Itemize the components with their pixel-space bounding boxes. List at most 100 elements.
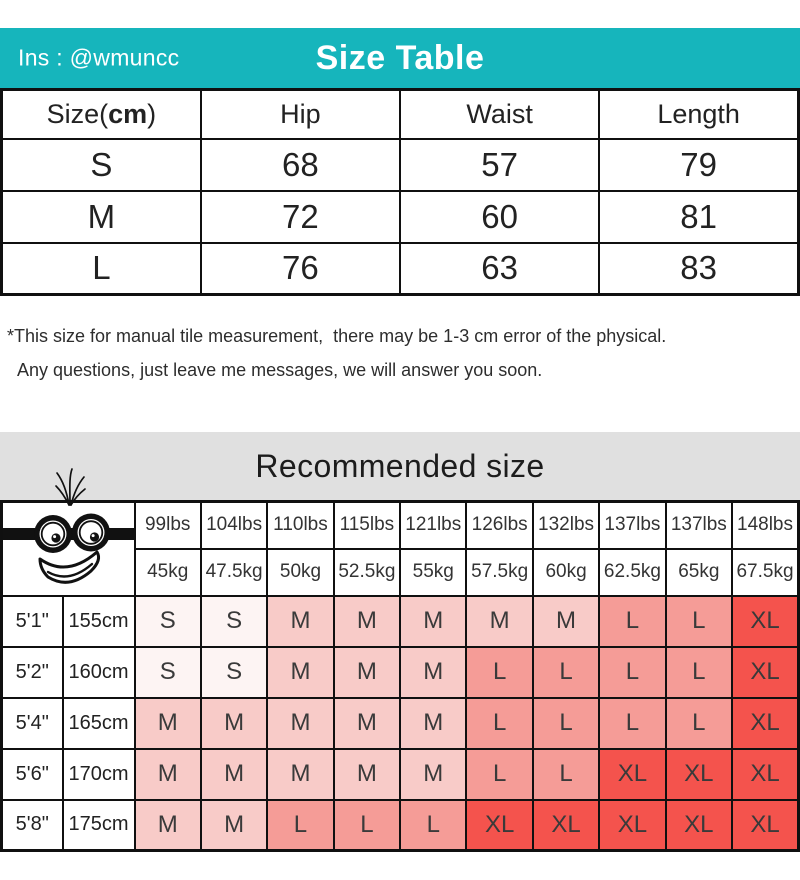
- size-cell: XL: [731, 645, 800, 699]
- minion-smile: [38, 550, 100, 584]
- page-title: Size Table: [315, 38, 485, 77]
- weight-lbs-cell: 137lbs: [664, 500, 734, 550]
- size-cell: L: [531, 645, 601, 699]
- weight-kg-cell: 65kg: [664, 547, 734, 597]
- weight-kg-cell: 60kg: [531, 547, 601, 597]
- size-cell: M: [399, 696, 468, 750]
- hip-value: 68: [199, 137, 402, 192]
- size-cell: M: [399, 645, 468, 699]
- weight-kg-cell: 45kg: [133, 547, 202, 597]
- waist-value: 63: [398, 241, 601, 296]
- weight-lbs-cell: 99lbs: [133, 500, 202, 550]
- weight-lbs-cell: 115lbs: [332, 500, 402, 550]
- waist-value: 60: [398, 189, 601, 244]
- weights-kg-row: 45kg 47.5kg 50kg 52.5kg 55kg 57.5kg 60kg 62.5kg…: [2, 547, 800, 597]
- size-value: M: [0, 189, 202, 244]
- instagram-handle: Ins : @wmuncc: [18, 44, 180, 71]
- recommended-row: 5'8" 175cm M M L L L XL XL XL XL XL: [0, 798, 800, 852]
- weight-lbs-cell: 121lbs: [399, 500, 468, 550]
- size-cell: L: [399, 798, 468, 852]
- height-feet-cell: 5'6": [0, 747, 64, 801]
- height-cm-cell: 155cm: [61, 594, 136, 648]
- size-cell: M: [199, 798, 269, 852]
- size-cell: M: [199, 696, 269, 750]
- size-cell: M: [332, 645, 402, 699]
- size-row-l: L 76 63 83: [0, 241, 800, 296]
- length-value: 81: [598, 189, 800, 244]
- length-value: 79: [598, 137, 800, 192]
- size-cell: M: [133, 798, 202, 852]
- weight-kg-cell: 62.5kg: [598, 547, 667, 597]
- size-row-s: S 68 57 79: [0, 137, 800, 192]
- size-cell: XL: [664, 798, 734, 852]
- weights-lbs-row: 99lbs 104lbs 110lbs 115lbs 121lbs 126lbs 132lb…: [0, 468, 800, 597]
- weight-lbs-cell: 132lbs: [531, 500, 601, 550]
- size-cell: S: [133, 594, 202, 648]
- height-cm-cell: 160cm: [61, 645, 136, 699]
- size-cell: L: [332, 798, 402, 852]
- size-table-header-row: Size(cm) Hip Waist Length: [0, 88, 800, 140]
- weight-kg-cell: 67.5kg: [731, 547, 800, 597]
- size-cell: M: [266, 645, 335, 699]
- size-cell: M: [531, 594, 601, 648]
- size-label-post: ): [147, 98, 157, 129]
- column-header-length: Length: [598, 88, 800, 140]
- size-cell: L: [664, 696, 734, 750]
- minion-goggles: [34, 513, 110, 553]
- notes: *This size for manual tile measurement, …: [7, 326, 666, 394]
- size-cell: M: [465, 594, 534, 648]
- minion-hair: [55, 468, 86, 506]
- size-cell: XL: [731, 798, 800, 852]
- hip-value: 72: [199, 189, 402, 244]
- size-cell: XL: [664, 747, 734, 801]
- size-cell: M: [266, 594, 335, 648]
- recommended-size-band: Recommended size: [0, 432, 800, 500]
- size-cell: L: [664, 594, 734, 648]
- weight-lbs-cell: 148lbs: [731, 500, 800, 550]
- hip-value: 76: [199, 241, 402, 296]
- size-label-pre: Size(: [46, 98, 109, 129]
- minion-face-icon: [3, 468, 136, 584]
- size-table: Size(cm) Hip Waist Length S 68 57 79 M 7…: [0, 88, 800, 296]
- height-cm-cell: 170cm: [61, 747, 136, 801]
- column-header-hip: Hip: [199, 88, 402, 140]
- size-cell: L: [598, 645, 667, 699]
- recommended-size-table: 99lbs 104lbs 110lbs 115lbs 121lbs 126lbs 132lb…: [0, 468, 800, 852]
- weight-kg-cell: 50kg: [266, 547, 335, 597]
- weight-lbs-cell: 137lbs: [598, 500, 667, 550]
- recommended-row: 5'6" 170cm M M M M M L L XL XL XL: [0, 747, 800, 801]
- size-value: S: [0, 137, 202, 192]
- minion-cell: [0, 468, 136, 597]
- size-cell: L: [465, 696, 534, 750]
- height-cm-cell: 165cm: [61, 696, 136, 750]
- size-cell: XL: [465, 798, 534, 852]
- size-cell: S: [199, 645, 269, 699]
- waist-value: 57: [398, 137, 601, 192]
- size-cell: XL: [598, 798, 667, 852]
- size-cell: S: [199, 594, 269, 648]
- size-cell: XL: [731, 747, 800, 801]
- recommended-row: 5'1" 155cm S S M M M M M L L XL: [0, 594, 800, 648]
- size-label-cm: cm: [108, 98, 148, 129]
- note-contact: Any questions, just leave me messages, w…: [17, 360, 543, 380]
- size-cell: L: [531, 696, 601, 750]
- size-cell: M: [266, 747, 335, 801]
- size-row-m: M 72 60 81: [0, 189, 800, 244]
- size-cell: M: [332, 594, 402, 648]
- size-value: L: [0, 241, 202, 296]
- weight-lbs-cell: 126lbs: [465, 500, 534, 550]
- size-cell: L: [266, 798, 335, 852]
- size-cell: M: [332, 747, 402, 801]
- height-cm-cell: 175cm: [61, 798, 136, 852]
- weight-kg-cell: 57.5kg: [465, 547, 534, 597]
- size-cell: L: [598, 594, 667, 648]
- note-measurement-error: *This size for manual tile measurement, …: [7, 326, 667, 346]
- height-feet-cell: 5'4": [0, 696, 64, 750]
- height-feet-cell: 5'1": [0, 594, 64, 648]
- weight-kg-cell: 52.5kg: [332, 547, 402, 597]
- height-feet-cell: 5'2": [0, 645, 64, 699]
- size-cell: M: [133, 696, 202, 750]
- size-cell: L: [465, 645, 534, 699]
- recommended-row: 5'4" 165cm M M M M M L L L L XL: [0, 696, 800, 750]
- size-cell: M: [133, 747, 202, 801]
